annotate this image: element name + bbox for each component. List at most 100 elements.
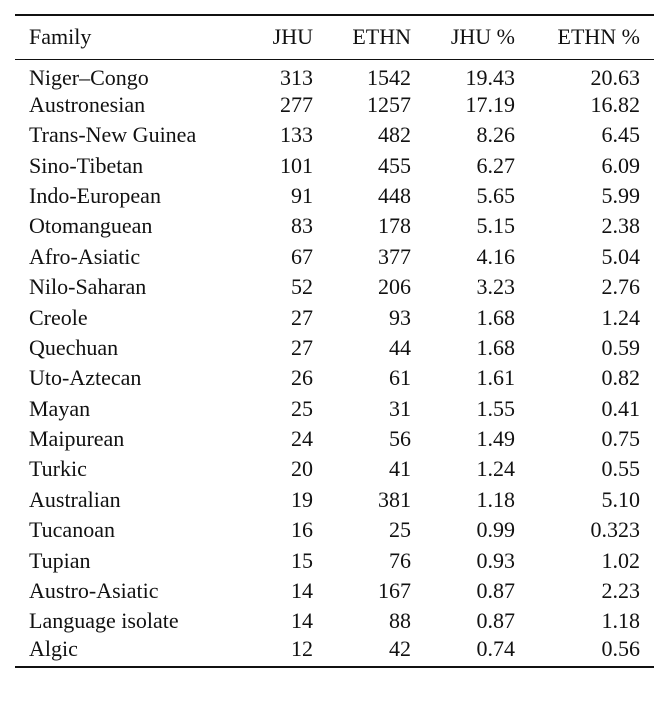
cell-jhu: 52 (291, 274, 313, 300)
cell-jhu-percent: 0.93 (476, 547, 516, 573)
cell-ethn: 25 (389, 517, 411, 543)
cell-ethn-percent: 1.02 (601, 547, 641, 573)
table-row: Trans-New Guinea 133 482 8.26 6.45 (15, 120, 654, 150)
cell-jhu-percent: 6.27 (476, 152, 516, 178)
header-row: Family JHU ETHN JHU % ETHN % (15, 14, 654, 60)
cell-jhu-percent: 0.87 (476, 578, 516, 604)
cell-jhu: 27 (291, 304, 313, 330)
cell-jhu: 15 (291, 547, 313, 573)
cell-ethn: 44 (389, 334, 411, 360)
cell-ethn: 61 (389, 365, 411, 391)
table-row: Indo-European 91 448 5.65 5.99 (15, 181, 654, 211)
cell-jhu: 67 (291, 243, 313, 269)
cell-ethn-percent: 20.63 (590, 64, 641, 90)
cell-jhu: 16 (291, 517, 313, 543)
cell-ethn-percent: 0.55 (601, 456, 641, 482)
table-row: Austro-Asiatic 14 167 0.87 2.23 (15, 576, 654, 606)
table-row: Tupian 15 76 0.93 1.02 (15, 546, 654, 576)
cell-ethn: 482 (378, 122, 411, 148)
cell-jhu: 14 (291, 608, 313, 634)
table-row: Uto-Aztecan 26 61 1.61 0.82 (15, 363, 654, 393)
cell-jhu-percent: 1.68 (476, 334, 516, 360)
table-header: Family JHU ETHN JHU % ETHN % (15, 14, 654, 60)
cell-jhu: 133 (280, 122, 313, 148)
cell-family: Tucanoan (29, 517, 115, 543)
cell-jhu: 14 (291, 578, 313, 604)
language-family-table: Family JHU ETHN JHU % ETHN % Niger–Congo… (15, 14, 654, 669)
cell-jhu-percent: 8.26 (476, 122, 516, 148)
cell-jhu-percent: 3.23 (476, 274, 516, 300)
cell-ethn-percent: 0.323 (590, 517, 641, 543)
cell-ethn-percent: 6.45 (601, 122, 641, 148)
cell-jhu: 101 (280, 152, 313, 178)
cell-ethn: 1257 (367, 91, 411, 117)
cell-ethn: 76 (389, 547, 411, 573)
cell-ethn-percent: 16.82 (590, 91, 641, 117)
table-row: Maipurean 24 56 1.49 0.75 (15, 424, 654, 454)
table-row: Quechuan 27 44 1.68 0.59 (15, 333, 654, 363)
cell-ethn: 178 (378, 213, 411, 239)
cell-ethn-percent: 2.38 (601, 213, 641, 239)
cell-ethn: 93 (389, 304, 411, 330)
cell-jhu-percent: 1.68 (476, 304, 516, 330)
cell-ethn: 41 (389, 456, 411, 482)
cell-ethn: 167 (378, 578, 411, 604)
cell-ethn-percent: 0.56 (515, 637, 654, 669)
cell-family: Mayan (29, 395, 91, 421)
cell-jhu-percent: 0.87 (476, 608, 516, 634)
cell-ethn: 206 (378, 274, 411, 300)
cell-jhu: 19 (291, 486, 313, 512)
cell-ethn-percent: 1.18 (601, 608, 641, 634)
cell-ethn-percent: 0.59 (601, 334, 641, 360)
table-row: Language isolate 14 88 0.87 1.18 (15, 606, 654, 636)
cell-jhu-percent: 4.16 (476, 243, 516, 269)
table-row: Austronesian 277 1257 17.19 16.82 (15, 90, 654, 120)
cell-family: Indo-European (29, 182, 161, 208)
cell-ethn: 31 (389, 395, 411, 421)
cell-family: Maipurean (29, 426, 125, 452)
cell-family: Otomanguean (29, 213, 153, 239)
cell-family: Quechuan (29, 334, 119, 360)
cell-jhu-percent: 0.99 (476, 517, 516, 543)
cell-family: Sino-Tibetan (29, 152, 144, 178)
cell-family: Language isolate (29, 608, 179, 634)
cell-family: Creole (29, 304, 88, 330)
cell-family: Uto-Aztecan (29, 365, 142, 391)
table-row: Creole 27 93 1.68 1.24 (15, 302, 654, 332)
cell-family: Austronesian (29, 91, 146, 117)
cell-family: Trans-New Guinea (29, 122, 197, 148)
cell-jhu: 83 (291, 213, 313, 239)
cell-jhu: 24 (291, 426, 313, 452)
cell-ethn: 381 (378, 486, 411, 512)
table-row: Australian 19 381 1.18 5.10 (15, 485, 654, 515)
cell-ethn: 377 (378, 243, 411, 269)
table-row: Turkic 20 41 1.24 0.55 (15, 454, 654, 484)
cell-jhu-percent: 17.19 (465, 91, 516, 117)
cell-ethn-percent: 2.23 (601, 578, 641, 604)
cell-ethn-percent: 0.41 (601, 395, 641, 421)
cell-family: Austro-Asiatic (29, 578, 159, 604)
cell-jhu-percent: 1.49 (476, 426, 516, 452)
cell-family: Niger–Congo (29, 64, 149, 90)
cell-ethn: 42 (313, 637, 411, 669)
cell-jhu-percent: 0.74 (411, 637, 515, 669)
cell-jhu: 12 (251, 637, 313, 669)
language-family-table-container: Family JHU ETHN JHU % ETHN % Niger–Congo… (15, 14, 654, 669)
table-row: Otomanguean 83 178 5.15 2.38 (15, 211, 654, 241)
header-ethn: ETHN (313, 14, 411, 60)
header-jhu-percent: JHU % (411, 14, 515, 60)
cell-family: Algic (15, 637, 251, 669)
cell-ethn-percent: 6.09 (601, 152, 641, 178)
cell-jhu-percent: 5.65 (476, 182, 516, 208)
header-jhu: JHU (251, 14, 313, 60)
cell-jhu: 91 (291, 182, 313, 208)
cell-ethn-percent: 0.75 (601, 426, 641, 452)
cell-family: Tupian (29, 547, 91, 573)
cell-family: Afro-Asiatic (29, 243, 141, 269)
table-row: Niger–Congo 313 1542 19.43 20.63 (15, 59, 654, 90)
cell-jhu: 25 (291, 395, 313, 421)
cell-jhu-percent: 1.24 (476, 456, 516, 482)
cell-family: Turkic (29, 456, 87, 482)
cell-jhu: 20 (291, 456, 313, 482)
cell-ethn-percent: 1.24 (601, 304, 641, 330)
